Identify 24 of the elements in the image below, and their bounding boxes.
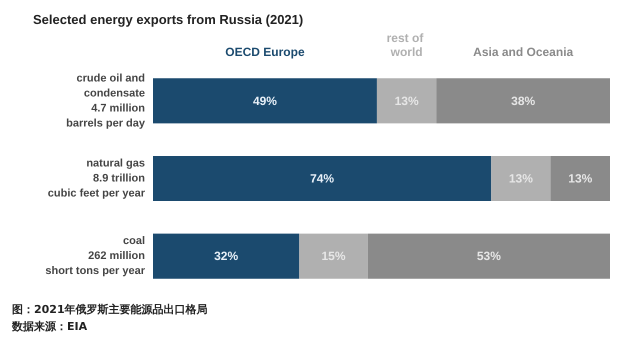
- y-tick-label: coal 262 million short tons per year: [45, 235, 146, 278]
- data-label: 32%: [214, 249, 238, 264]
- bar: [436, 78, 610, 124]
- y-tick-label: natural gas 8.9 trillion cubic feet per year: [48, 158, 146, 200]
- bar: [153, 156, 492, 202]
- data-label: 38%: [511, 94, 536, 108]
- data-label: 53%: [476, 249, 502, 264]
- series-label: OECD Europe: [225, 45, 305, 59]
- bar: [376, 78, 436, 124]
- bar: [550, 156, 610, 202]
- bar: [368, 234, 610, 279]
- bar: [153, 78, 377, 124]
- chart-title: Selected energy exports from Russia (2021): [33, 12, 304, 27]
- bar: [299, 234, 368, 279]
- text: 图：2021年俄罗斯主要能源品出口格局: [12, 303, 208, 316]
- data-label: 49%: [252, 94, 278, 108]
- data-label: 74%: [310, 172, 334, 186]
- source-note: 数据来源：EIA: [11, 320, 88, 333]
- series-label: Asia and Oceania: [473, 45, 574, 59]
- series-label: rest of world: [386, 31, 427, 59]
- bar: [153, 234, 300, 279]
- bar: [491, 156, 551, 202]
- y-tick-label: crude oil and condensate 4.7 million barrels per day: [66, 72, 146, 130]
- data-label: 13%: [568, 172, 593, 186]
